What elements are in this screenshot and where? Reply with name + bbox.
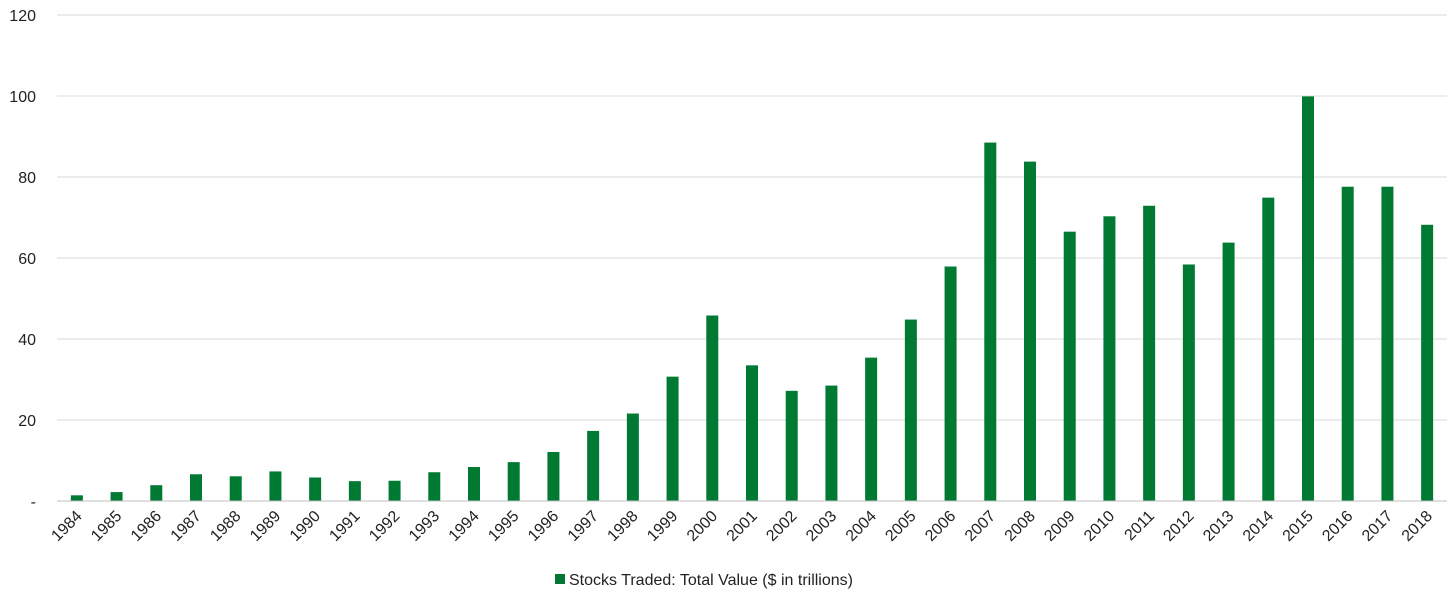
bar <box>507 462 520 501</box>
x-tick-label: 1987 <box>168 508 205 545</box>
legend: Stocks Traded: Total Value ($ in trillio… <box>555 572 853 589</box>
x-tick-label: 2008 <box>1002 508 1039 545</box>
bar <box>746 365 758 501</box>
x-tick-label: 2012 <box>1160 508 1197 545</box>
x-tick-label: 1993 <box>406 508 443 545</box>
y-tick-label: 100 <box>9 89 36 106</box>
x-tick-label: 2004 <box>843 508 880 545</box>
bar <box>110 492 123 501</box>
y-axis-ticks: - 20 40 60 80 100 120 <box>9 8 36 511</box>
bar <box>190 474 202 501</box>
gridlines <box>57 14 1447 421</box>
x-tick-label: 1999 <box>644 508 681 545</box>
x-tick-label: 1991 <box>326 508 363 545</box>
y-tick-label: 20 <box>18 413 36 430</box>
bar <box>348 481 361 501</box>
x-tick-label: 2011 <box>1122 508 1158 544</box>
x-tick-label: 2014 <box>1240 508 1277 545</box>
bar <box>1063 231 1076 502</box>
x-tick-label: 1989 <box>247 508 284 545</box>
bar <box>1024 161 1036 502</box>
bar <box>706 315 719 501</box>
bars <box>70 96 1434 502</box>
bar <box>944 266 957 501</box>
bar <box>70 495 83 501</box>
bar <box>1421 224 1434 502</box>
x-tick-label: 1995 <box>485 508 522 545</box>
x-tick-label: 2003 <box>803 508 840 545</box>
bar <box>1262 197 1275 501</box>
bar <box>150 485 163 501</box>
bar <box>1341 186 1354 501</box>
bar <box>666 376 679 501</box>
x-tick-label: 1988 <box>207 508 244 545</box>
y-tick-label: 60 <box>18 251 36 268</box>
x-tick-label: 1997 <box>565 508 602 545</box>
x-tick-label: 2013 <box>1200 508 1237 545</box>
bar <box>229 476 242 501</box>
bar <box>1302 96 1314 501</box>
bar <box>428 472 441 501</box>
x-tick-label: 1985 <box>88 508 125 545</box>
y-tick-label: 120 <box>9 8 36 25</box>
bar <box>1103 216 1116 501</box>
bar <box>269 471 282 501</box>
bar <box>547 451 560 501</box>
x-tick-label: 1992 <box>366 508 403 545</box>
bar <box>785 390 798 501</box>
x-tick-label: 1986 <box>128 508 165 545</box>
bar <box>984 142 997 501</box>
bar <box>1381 186 1394 501</box>
x-tick-label: 1984 <box>48 508 85 545</box>
x-tick-label: 2005 <box>882 508 919 545</box>
bar <box>626 413 639 501</box>
x-tick-label: 2007 <box>962 508 999 545</box>
bar <box>468 466 480 501</box>
x-tick-label: 1994 <box>446 508 483 545</box>
x-tick-label: 2018 <box>1399 508 1436 545</box>
x-tick-label: 2017 <box>1359 508 1396 545</box>
bar <box>1182 264 1195 501</box>
x-tick-label: 1998 <box>604 508 641 545</box>
legend-label: Stocks Traded: Total Value ($ in trillio… <box>569 572 853 589</box>
legend-swatch <box>555 574 565 584</box>
y-tick-label: 80 <box>18 170 36 187</box>
bar <box>825 385 838 501</box>
y-tick-label: 40 <box>18 332 36 349</box>
x-tick-label: 2015 <box>1280 508 1317 545</box>
y-tick-label: - <box>31 494 36 511</box>
x-tick-label: 2001 <box>724 508 761 545</box>
bar <box>1143 205 1156 501</box>
x-tick-label: 2006 <box>922 508 959 545</box>
x-tick-label: 1990 <box>287 508 324 545</box>
x-axis-ticks: 1984 1985 1986 1987 1988 1989 1990 1991 1992 1993… <box>48 508 1436 545</box>
x-tick-label: 2016 <box>1319 508 1356 545</box>
x-tick-label: 2000 <box>684 508 721 545</box>
bar <box>1222 242 1235 502</box>
bar <box>865 357 878 501</box>
bar <box>388 480 401 501</box>
bar <box>904 319 917 501</box>
x-tick-label: 2002 <box>763 508 800 545</box>
x-tick-label: 2009 <box>1041 508 1078 545</box>
x-tick-label: 1996 <box>525 508 562 545</box>
bar <box>309 477 322 501</box>
x-tick-label: 2010 <box>1081 508 1118 545</box>
bar <box>587 430 600 501</box>
